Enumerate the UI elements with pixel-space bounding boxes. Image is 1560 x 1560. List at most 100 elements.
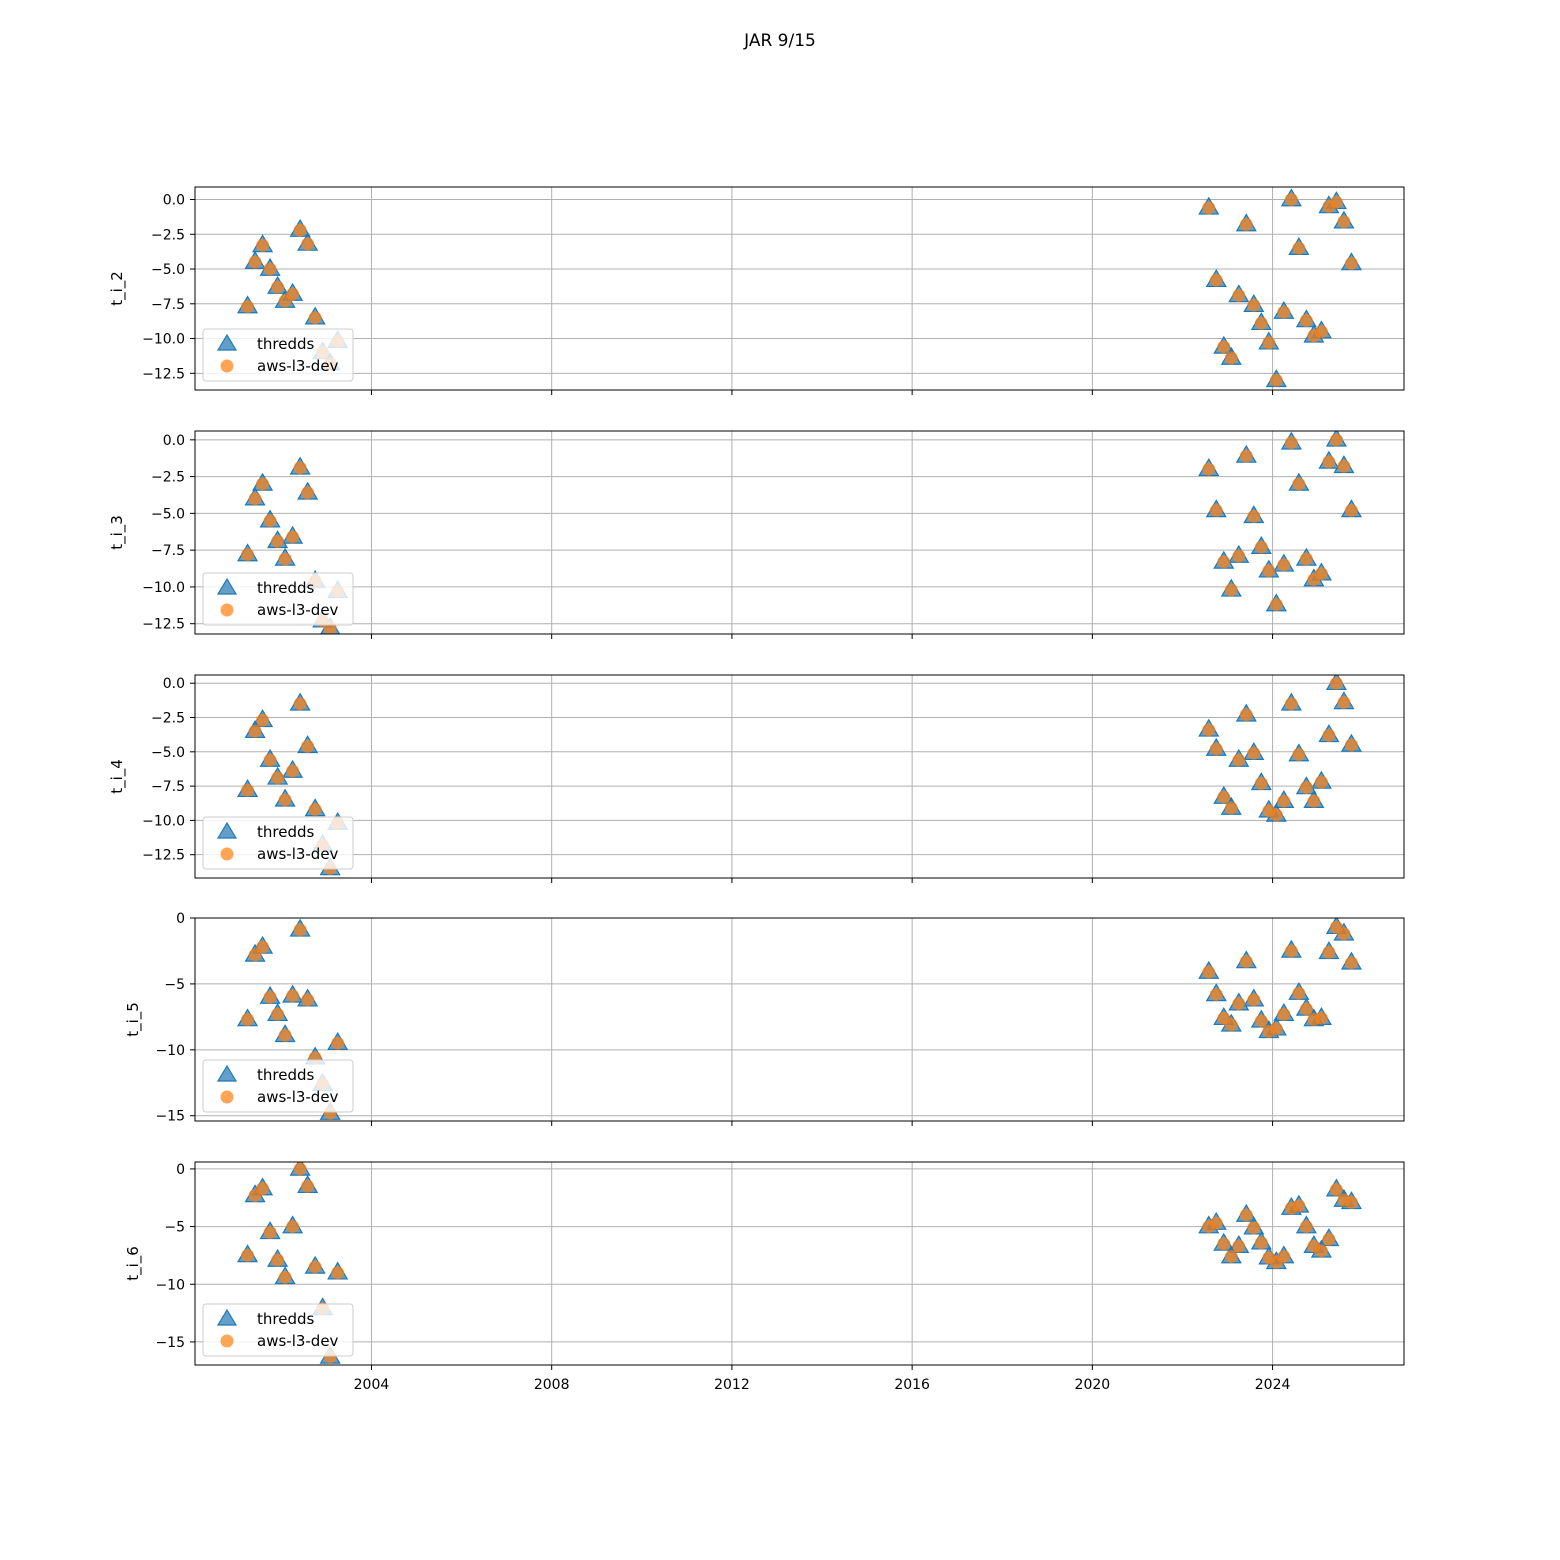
point-aws-l3-dev <box>1247 509 1261 523</box>
y-tick-label: 0.0 <box>163 193 185 209</box>
point-aws-l3-dev <box>256 477 270 491</box>
y-tick-label: −10.0 <box>142 332 185 348</box>
y-axis-label: t_i_6 <box>124 1246 143 1281</box>
point-aws-l3-dev <box>1209 273 1223 287</box>
y-tick-label: 0.0 <box>163 433 185 449</box>
y-tick-label: −2.5 <box>151 711 185 727</box>
point-aws-l3-dev <box>271 1253 285 1267</box>
point-aws-l3-dev <box>286 530 300 544</box>
point-aws-l3-dev <box>278 1028 292 1042</box>
point-aws-l3-dev <box>1209 503 1223 517</box>
point-aws-l3-dev <box>1292 1199 1306 1213</box>
point-aws-l3-dev <box>1337 927 1351 941</box>
point-aws-l3-dev <box>1202 965 1216 979</box>
point-aws-l3-dev <box>1239 449 1253 463</box>
legend-marker-thredds <box>216 577 238 595</box>
point-aws-l3-dev <box>1329 1183 1343 1197</box>
point-aws-l3-dev <box>1277 794 1291 808</box>
point-aws-l3-dev <box>293 1162 307 1176</box>
axes-frame <box>194 186 1405 391</box>
y-tick-label: 0 <box>176 1162 185 1178</box>
point-aws-l3-dev <box>1247 298 1261 312</box>
legend-box <box>202 328 354 382</box>
point-aws-l3-dev <box>1232 753 1246 767</box>
point-aws-l3-dev <box>1284 697 1298 711</box>
point-aws-l3-dev <box>1217 555 1231 569</box>
point-aws-l3-dev <box>308 311 322 325</box>
y-tick-label: −12.5 <box>142 366 185 382</box>
y-tick-label: −2.5 <box>151 227 185 243</box>
point-aws-l3-dev <box>301 993 315 1007</box>
legend-box <box>202 1303 354 1357</box>
point-aws-l3-dev <box>1344 503 1358 517</box>
point-aws-l3-dev <box>293 697 307 711</box>
markers <box>237 188 1362 388</box>
markers <box>237 1162 1362 1364</box>
point-aws-l3-dev <box>241 783 255 797</box>
legend-marker-aws-l3-dev <box>220 359 234 373</box>
point-aws-l3-dev <box>1344 1195 1358 1209</box>
legend-label-aws-l3-dev: aws-l3-dev <box>257 1088 339 1106</box>
point-aws-l3-dev <box>1277 1250 1291 1264</box>
y-tick-label: −15 <box>155 1335 185 1351</box>
point-aws-l3-dev <box>1224 583 1238 597</box>
legend-marker-thredds <box>216 1064 238 1082</box>
point-aws-l3-dev <box>286 989 300 1003</box>
point-aws-l3-dev <box>1232 549 1246 563</box>
point-aws-l3-dev <box>1307 794 1321 808</box>
point-aws-l3-dev <box>1269 808 1283 822</box>
point-aws-l3-dev <box>1202 201 1216 215</box>
point-aws-l3-dev <box>1322 728 1336 742</box>
x-tick-label: 2016 <box>894 1377 930 1393</box>
point-aws-l3-dev <box>1217 340 1231 354</box>
point-aws-l3-dev <box>248 492 262 506</box>
x-tick-label: 2012 <box>714 1377 750 1393</box>
point-aws-l3-dev <box>248 724 262 738</box>
point-aws-l3-dev <box>271 1007 285 1021</box>
y-tick-label: −12.5 <box>142 848 185 864</box>
point-aws-l3-dev <box>256 1182 270 1196</box>
point-aws-l3-dev <box>1247 993 1261 1007</box>
point-aws-l3-dev <box>1224 1018 1238 1032</box>
point-aws-l3-dev <box>1337 215 1351 229</box>
y-tick-label: 0.0 <box>163 676 185 692</box>
legend-label-thredds: thredds <box>257 823 314 841</box>
point-aws-l3-dev <box>1254 540 1268 554</box>
point-aws-l3-dev <box>286 764 300 778</box>
legend-marker-thredds <box>216 333 238 351</box>
y-tick-label: −5 <box>164 1220 185 1236</box>
point-aws-l3-dev <box>1292 241 1306 255</box>
point-aws-l3-dev <box>1232 1239 1246 1253</box>
point-aws-l3-dev <box>1292 748 1306 762</box>
legend: thredds aws-l3-dev <box>202 1303 354 1357</box>
point-aws-l3-dev <box>1202 723 1216 737</box>
point-aws-l3-dev <box>293 461 307 475</box>
point-aws-l3-dev <box>1314 567 1328 581</box>
point-aws-l3-dev <box>1329 195 1343 209</box>
point-aws-l3-dev <box>263 514 277 528</box>
point-aws-l3-dev <box>1314 1011 1328 1025</box>
point-aws-l3-dev <box>1217 790 1231 804</box>
y-tick-label: −5.0 <box>151 506 185 522</box>
y-tick-label: −7.5 <box>151 779 185 795</box>
x-tick-label: 2008 <box>534 1377 570 1393</box>
point-aws-l3-dev <box>1337 695 1351 709</box>
point-aws-l3-dev <box>1299 313 1313 327</box>
point-aws-l3-dev <box>278 793 292 807</box>
legend-marker-aws-l3-dev <box>220 1334 234 1348</box>
point-aws-l3-dev <box>1262 564 1276 578</box>
y-tick-label: −7.5 <box>151 297 185 313</box>
point-aws-l3-dev <box>293 923 307 937</box>
point-aws-l3-dev <box>1344 738 1358 752</box>
point-aws-l3-dev <box>271 534 285 548</box>
point-aws-l3-dev <box>1314 325 1328 339</box>
point-aws-l3-dev <box>1269 373 1283 387</box>
point-aws-l3-dev <box>1329 433 1343 447</box>
point-aws-l3-dev <box>301 237 315 251</box>
point-aws-l3-dev <box>256 940 270 954</box>
point-aws-l3-dev <box>248 255 262 269</box>
